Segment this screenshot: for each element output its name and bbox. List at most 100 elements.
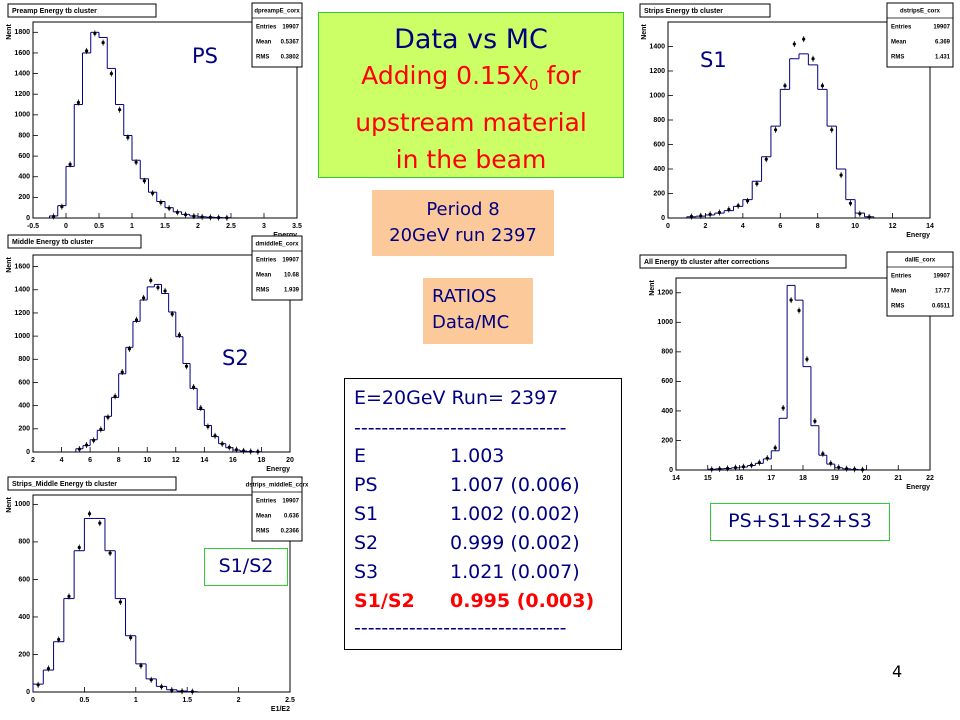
y-tick-label: 400: [661, 408, 673, 415]
stats-value: 0.3802: [281, 55, 300, 61]
stats-value: 17.77: [935, 289, 951, 295]
subscript: 0: [528, 76, 539, 94]
data-point: [845, 467, 849, 471]
x-tick-label: 16: [229, 457, 237, 464]
data-point: [106, 415, 110, 419]
run: 20GeV run 2397: [389, 225, 537, 246]
y-tick-label: 1400: [14, 70, 30, 77]
data-point: [241, 449, 246, 453]
data-point: [848, 201, 853, 205]
x-tick-label: 17: [767, 475, 775, 482]
data-point: [805, 357, 809, 361]
row-value: 1.007 (0.006): [450, 474, 580, 496]
data-point: [867, 215, 871, 219]
data-point: [180, 689, 184, 693]
data-point: [206, 424, 210, 429]
data-point: [227, 445, 231, 449]
data-point: [757, 461, 761, 465]
x-tick-label: 14: [926, 223, 934, 230]
page-number: 4: [892, 662, 903, 681]
data-point: [765, 456, 769, 460]
data-point: [170, 688, 174, 692]
data-point: [77, 545, 81, 550]
x-tick-label: 18: [258, 457, 266, 464]
histogram: [32, 510, 198, 695]
stats-label: Entries: [891, 25, 912, 31]
data-point: [120, 370, 124, 374]
stats-name: dpreampE_corx: [254, 9, 300, 15]
data-point: [689, 214, 693, 219]
data-point: [199, 406, 203, 410]
stats-value: 10.68: [284, 273, 300, 279]
data-point: [127, 347, 131, 351]
stats-value: 19907: [933, 25, 950, 31]
data-point: [813, 419, 817, 423]
data-point: [764, 157, 768, 161]
row-value: 1.003: [450, 445, 505, 467]
data-point: [76, 100, 80, 105]
x-tick-label: 8: [816, 223, 820, 230]
data-point: [156, 285, 160, 290]
data-point: [789, 298, 793, 302]
x-tick-label: 8: [117, 457, 121, 464]
period: Period 8: [426, 199, 500, 220]
x-tick-label: 3.5: [292, 223, 302, 230]
y-tick-label: 400: [18, 614, 30, 621]
y-tick-label: 200: [18, 194, 30, 201]
y-tick-label: 800: [18, 539, 30, 546]
data-point: [736, 204, 740, 208]
y-tick-label: 0: [26, 689, 30, 696]
data-point: [225, 216, 229, 220]
x-tick-label: 19: [831, 475, 839, 482]
data-point: [109, 71, 113, 76]
y-tick-label: 1600: [14, 50, 30, 57]
subtitle: in the beam: [395, 145, 547, 174]
data-point: [200, 215, 204, 219]
table-separator: -------------------------------: [354, 617, 567, 639]
data-point: [725, 466, 730, 470]
y-tick-label: 1200: [14, 310, 30, 317]
subtitle: Adding 0.15X0 for: [319, 57, 623, 104]
row-value: 0.995 (0.003): [450, 590, 595, 612]
data-point: [718, 467, 722, 471]
stats-label: Mean: [891, 40, 907, 46]
data-point: [108, 551, 112, 555]
data-point: [710, 467, 714, 472]
stats-label: Entries: [891, 274, 912, 280]
stats-label: Entries: [256, 499, 277, 505]
data-point: [170, 312, 174, 316]
row-label: S3: [354, 561, 379, 583]
x-tick-label: 18: [799, 475, 807, 482]
x-tick-label: 15: [704, 475, 712, 482]
stats-value: 1.939: [284, 288, 300, 294]
plot-title-box: [7, 234, 142, 249]
row-value: 1.002 (0.002): [450, 503, 580, 525]
data-point: [118, 600, 122, 604]
x-axis-label: Energy: [906, 484, 930, 491]
data-point: [149, 278, 153, 283]
y-axis-label: Nent: [649, 280, 656, 296]
histogram: [49, 30, 232, 221]
x-tick-label: 1: [134, 697, 138, 704]
x-tick-label: 2: [31, 457, 35, 464]
stats-value: 19907: [282, 25, 299, 31]
stats-label: Mean: [256, 273, 272, 279]
stats-label: Entries: [256, 25, 277, 31]
y-tick-label: 400: [18, 402, 30, 409]
data-point: [717, 210, 722, 215]
x-tick-label: 3: [262, 223, 266, 230]
data-point: [118, 108, 122, 112]
y-tick-label: 1000: [14, 501, 30, 508]
data-point: [192, 214, 196, 218]
data-point: [699, 214, 703, 218]
stats-label: Mean: [256, 514, 272, 520]
x-tick-label: 2: [196, 223, 200, 230]
y-tick-label: 0: [26, 215, 30, 222]
subtitle-text: for: [538, 61, 581, 90]
data-point: [755, 182, 759, 186]
data-point: [783, 84, 787, 88]
data-point: [733, 466, 738, 470]
panel-label: PS: [192, 44, 218, 68]
y-tick-label: 200: [18, 426, 30, 433]
